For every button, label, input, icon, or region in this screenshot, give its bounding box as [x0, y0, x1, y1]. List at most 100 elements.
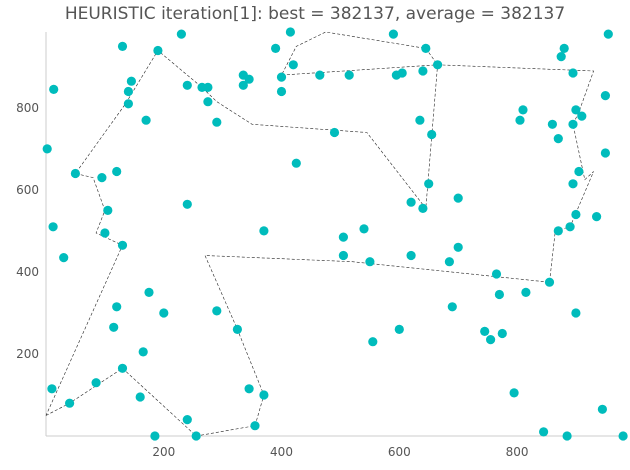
city-point — [497, 328, 507, 339]
city-point — [571, 308, 581, 318]
city-point — [109, 322, 119, 332]
tour-layer — [45, 31, 595, 437]
city-point — [359, 224, 369, 234]
city-point — [574, 166, 584, 177]
city-point — [600, 91, 611, 101]
city-point — [250, 421, 260, 431]
y-tick-label: 800 — [16, 101, 39, 115]
city-point — [100, 228, 110, 238]
city-point — [144, 287, 154, 297]
city-point — [421, 43, 431, 54]
city-point — [577, 111, 587, 121]
city-point — [568, 68, 578, 78]
city-point — [394, 324, 404, 334]
city-point — [117, 41, 128, 52]
city-point — [126, 76, 136, 86]
tick-layer: 200 400 600 800 200 400 600 800 — [16, 101, 528, 459]
city-point — [203, 97, 213, 107]
city-point — [365, 257, 375, 267]
city-point — [329, 127, 340, 138]
city-point — [259, 226, 269, 236]
city-point — [453, 193, 463, 203]
city-point — [491, 269, 502, 279]
city-point — [568, 119, 578, 129]
city-point — [276, 72, 287, 82]
city-point — [480, 326, 490, 336]
city-point — [618, 431, 628, 441]
x-tick-label: 800 — [506, 445, 529, 459]
city-point — [539, 427, 549, 437]
city-point — [288, 60, 298, 70]
city-point — [48, 222, 58, 232]
city-point — [433, 60, 443, 70]
city-point — [212, 306, 222, 316]
city-point — [427, 129, 437, 140]
city-point — [138, 347, 148, 357]
city-point — [123, 86, 133, 97]
city-point — [603, 29, 613, 39]
city-point — [276, 86, 287, 97]
city-point — [515, 115, 525, 125]
city-point — [232, 324, 242, 334]
city-point — [244, 74, 254, 84]
city-point — [259, 390, 269, 400]
city-point — [571, 105, 581, 115]
x-tick-label: 200 — [152, 445, 175, 459]
x-tick-label: 400 — [270, 445, 293, 459]
y-tick-label: 400 — [16, 265, 39, 279]
city-point — [486, 335, 496, 345]
points-layer — [42, 27, 628, 441]
city-point — [212, 117, 222, 127]
city-point — [135, 392, 145, 402]
city-point — [592, 212, 602, 222]
city-point — [447, 302, 457, 312]
city-point — [153, 45, 163, 56]
city-point — [571, 209, 581, 220]
city-point — [344, 70, 354, 80]
city-point — [203, 82, 213, 92]
city-point — [509, 388, 519, 398]
city-point — [315, 70, 325, 80]
city-point — [338, 250, 348, 261]
city-point — [70, 168, 80, 179]
city-point — [141, 115, 151, 125]
city-point — [150, 431, 160, 441]
city-point — [547, 119, 558, 129]
city-point — [238, 80, 248, 90]
city-point — [406, 250, 416, 261]
city-point — [159, 308, 169, 318]
city-point — [182, 80, 192, 90]
city-point — [65, 398, 75, 408]
city-point — [559, 43, 569, 54]
city-point — [553, 226, 563, 236]
city-point — [47, 384, 57, 394]
city-point — [244, 384, 254, 394]
city-point — [562, 431, 572, 441]
city-point — [97, 173, 107, 183]
city-point — [103, 205, 113, 215]
city-point — [117, 363, 128, 373]
city-point — [123, 99, 133, 109]
city-point — [182, 415, 192, 425]
city-point — [191, 431, 201, 441]
city-point — [397, 68, 407, 78]
city-point — [553, 134, 563, 144]
city-point — [565, 222, 575, 232]
city-point — [271, 43, 281, 54]
city-point — [556, 52, 566, 62]
x-tick-label: 600 — [388, 445, 411, 459]
city-point — [49, 84, 59, 94]
city-point — [176, 29, 186, 39]
city-point — [568, 179, 578, 189]
city-point — [544, 277, 555, 287]
city-point — [600, 148, 611, 158]
city-point — [112, 302, 122, 312]
city-point — [406, 197, 416, 207]
city-point — [117, 240, 128, 250]
city-point — [444, 257, 454, 267]
y-tick-label: 600 — [16, 183, 39, 197]
chart-title: HEURISTIC iteration[1]: best = 382137, a… — [64, 4, 566, 24]
city-point — [368, 337, 378, 347]
city-point — [112, 166, 122, 177]
